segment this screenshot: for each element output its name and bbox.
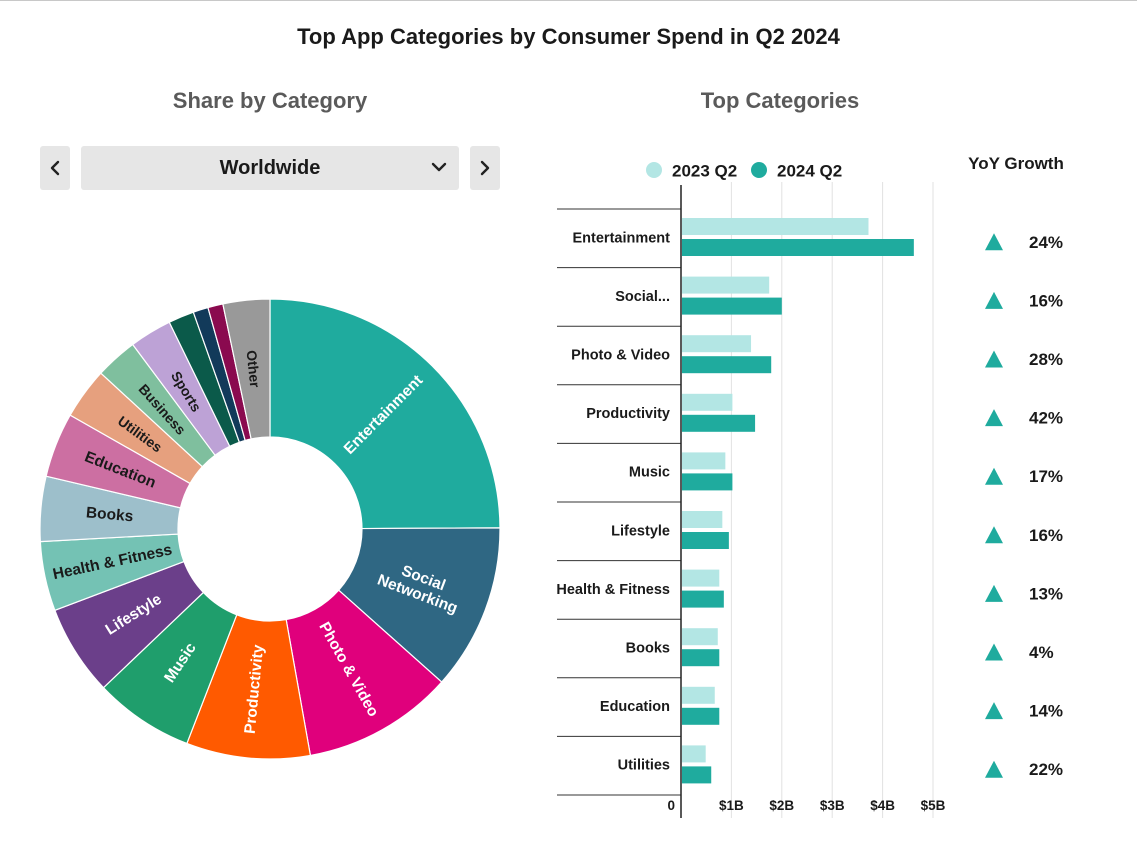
- x-tick-label: $4B: [870, 798, 895, 813]
- triangle-up-icon: [985, 526, 1003, 544]
- legend-2023-swatch: [646, 162, 662, 178]
- next-region-button[interactable]: [470, 146, 500, 190]
- bar-2023-books[interactable]: [682, 628, 718, 646]
- bar-2024-social[interactable]: [682, 297, 782, 315]
- bar-2024-photo-video[interactable]: [682, 356, 772, 374]
- chevron-right-icon: [480, 160, 490, 176]
- bar-2024-entertainment[interactable]: [682, 239, 914, 256]
- chevron-down-icon: [431, 162, 447, 172]
- donut-slice-social-networking[interactable]: [337, 527, 501, 683]
- legend-2024-label: 2024 Q2: [777, 162, 842, 181]
- triangle-up-icon: [985, 643, 1003, 661]
- bars-subtitle: Top Categories: [700, 88, 860, 113]
- triangle-up-icon: [985, 291, 1003, 309]
- triangle-up-icon: [985, 233, 1003, 251]
- category-label: Photo & Video: [571, 348, 670, 364]
- donut-slice-other[interactable]: [222, 298, 271, 440]
- x-tick-label: $5B: [921, 798, 946, 813]
- category-label: Productivity: [586, 406, 670, 422]
- donut-label-books: Books: [85, 504, 134, 525]
- category-label: Education: [600, 699, 670, 715]
- donut-subtitle: Share by Category: [172, 88, 368, 113]
- yoy-growth-value: 22%: [1029, 760, 1063, 779]
- triangle-up-icon: [985, 702, 1003, 720]
- x-tick-label: 0: [667, 798, 675, 813]
- category-label: Lifestyle: [611, 523, 670, 539]
- bar-2024-health-fitness[interactable]: [682, 590, 724, 608]
- category-label: Music: [629, 465, 670, 481]
- previous-region-button[interactable]: [40, 146, 70, 190]
- category-label: Health & Fitness: [556, 582, 670, 598]
- region-select[interactable]: Worldwide: [81, 146, 459, 190]
- triangle-up-icon: [985, 584, 1003, 602]
- legend-2024-swatch: [751, 162, 767, 178]
- bar-2023-productivity[interactable]: [682, 393, 733, 411]
- x-tick-label: $1B: [719, 798, 744, 813]
- donut-slice-entertainment[interactable]: [269, 298, 501, 530]
- category-label: Social...: [615, 289, 670, 305]
- triangle-up-icon: [985, 350, 1003, 368]
- yoy-growth-value: 16%: [1029, 291, 1063, 310]
- yoy-growth-value: 42%: [1029, 409, 1063, 428]
- bar-2023-utilities[interactable]: [682, 745, 706, 763]
- x-tick-label: $2B: [769, 798, 794, 813]
- bar-2023-health-fitness[interactable]: [682, 569, 720, 587]
- bar-2023-lifestyle[interactable]: [682, 511, 723, 528]
- bar-2023-social[interactable]: [682, 276, 770, 294]
- yoy-growth-value: 4%: [1029, 643, 1054, 662]
- bar-2024-lifestyle[interactable]: [682, 532, 729, 549]
- top-divider: [0, 0, 1137, 1]
- donut-label-other: Other: [244, 349, 264, 388]
- bar-2024-books[interactable]: [682, 649, 720, 667]
- yoy-growth-value: 13%: [1029, 584, 1063, 603]
- yoy-growth-value: 17%: [1029, 467, 1063, 486]
- bar-2024-music[interactable]: [682, 473, 733, 491]
- bar-2024-utilities[interactable]: [682, 766, 712, 784]
- yoy-growth-value: 14%: [1029, 702, 1063, 721]
- yoy-growth-header: YoY Growth: [968, 154, 1064, 173]
- bar-2023-photo-video[interactable]: [682, 335, 752, 353]
- yoy-growth-value: 28%: [1029, 350, 1063, 369]
- yoy-growth-value: 16%: [1029, 526, 1063, 545]
- bar-2024-education[interactable]: [682, 707, 720, 725]
- triangle-up-icon: [985, 467, 1003, 485]
- bar-2023-education[interactable]: [682, 686, 715, 704]
- bar-2023-entertainment[interactable]: [682, 218, 869, 235]
- donut-slice-photo-video[interactable]: [285, 589, 443, 757]
- yoy-growth-value: 24%: [1029, 233, 1063, 252]
- chevron-left-icon: [50, 160, 60, 176]
- page-title: Top App Categories by Consumer Spend in …: [297, 24, 840, 49]
- category-label: Utilities: [618, 758, 670, 774]
- region-select-value: Worldwide: [219, 156, 321, 179]
- category-label: Books: [626, 641, 670, 657]
- category-label: Entertainment: [573, 230, 671, 246]
- bar-2024-productivity[interactable]: [682, 414, 756, 432]
- x-tick-label: $3B: [820, 798, 845, 813]
- triangle-up-icon: [985, 760, 1003, 778]
- bar-2023-music[interactable]: [682, 452, 726, 470]
- legend-2023-label: 2023 Q2: [672, 162, 737, 181]
- triangle-up-icon: [985, 409, 1003, 427]
